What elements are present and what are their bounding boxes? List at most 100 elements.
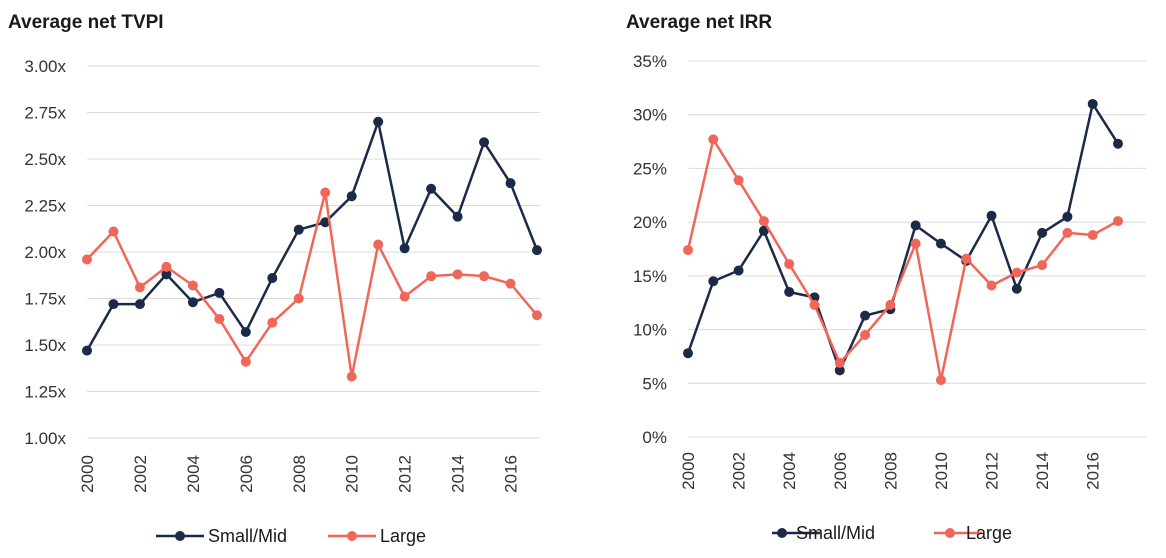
tvpi-point-large xyxy=(426,271,437,282)
tvpi-point-small-mid xyxy=(134,299,145,310)
irr-x-tick-label: 2010 xyxy=(932,452,951,490)
irr-point-large xyxy=(809,299,820,310)
irr-x-tick-label: 2006 xyxy=(831,452,850,490)
irr-point-large xyxy=(860,329,871,340)
legend-label-large: Large xyxy=(966,523,1012,543)
irr-point-large xyxy=(708,134,719,145)
tvpi-chart-title: Average net TVPI xyxy=(8,12,164,33)
tvpi-y-tick-label: 1.25x xyxy=(24,383,66,402)
irr-x-tick-label: 2004 xyxy=(780,452,799,490)
tvpi-point-large xyxy=(187,280,198,291)
irr-x-tick-label: 2012 xyxy=(983,452,1002,490)
tvpi-point-small-mid xyxy=(214,287,225,298)
irr-point-large xyxy=(1037,260,1048,271)
tvpi-chart: Average net TVPI 1.00x 1.25x 1.50x 1.75x 2.0… xyxy=(8,12,542,546)
legend-label-large: Large xyxy=(380,526,426,546)
irr-y-tick-label: 30% xyxy=(633,106,667,125)
irr-point-large xyxy=(1011,267,1022,278)
tvpi-y-tick-label: 2.25x xyxy=(24,197,66,216)
tvpi-point-small-mid xyxy=(505,178,516,189)
tvpi-series-line-small-mid xyxy=(85,120,539,352)
tvpi-point-large xyxy=(240,356,251,367)
irr-chart-title: Average net IRR xyxy=(626,12,772,33)
irr-y-tick-label: 35% xyxy=(633,52,667,71)
tvpi-y-tick-label: 2.00x xyxy=(24,243,66,262)
irr-series-line-small-mid xyxy=(686,102,1120,372)
irr-point-small-mid xyxy=(860,310,871,321)
tvpi-x-tick-label: 2014 xyxy=(449,455,468,493)
tvpi-point-small-mid xyxy=(293,224,304,235)
tvpi-point-small-mid xyxy=(161,269,172,280)
irr-point-small-mid xyxy=(834,365,845,376)
tvpi-point-small-mid xyxy=(82,345,92,356)
irr-point-large xyxy=(1087,230,1098,241)
tvpi-x-tick-label: 2002 xyxy=(131,455,150,493)
legend-label-small-mid: Small/Mid xyxy=(208,526,287,546)
tvpi-point-small-mid xyxy=(426,183,437,194)
legend-label-small-mid: Small/Mid xyxy=(796,523,875,543)
irr-point-large xyxy=(885,299,896,310)
irr-point-small-mid xyxy=(1113,138,1123,149)
tvpi-series-line-large xyxy=(86,191,538,378)
irr-x-tick-label: 2014 xyxy=(1033,452,1052,490)
irr-y-tick-label: 10% xyxy=(633,321,667,340)
irr-point-large xyxy=(910,238,921,249)
tvpi-x-tick-label: 2008 xyxy=(290,455,309,493)
tvpi-x-tick-label: 2006 xyxy=(237,455,256,493)
irr-point-small-mid xyxy=(758,225,769,236)
tvpi-x-tick-label: 2004 xyxy=(184,455,203,493)
tvpi-point-small-mid xyxy=(479,137,490,148)
tvpi-point-large xyxy=(399,291,410,302)
tvpi-point-large xyxy=(108,226,119,237)
irr-point-small-mid xyxy=(935,238,946,249)
irr-point-large xyxy=(961,253,972,264)
irr-chart: Average net IRR 0% 5% 10% 15% 20% 25% 30% 35% 2… xyxy=(626,12,1146,543)
tvpi-point-small-mid xyxy=(346,191,357,202)
legend-marker-large xyxy=(347,531,357,541)
tvpi-x-tick-label: 2000 xyxy=(78,455,97,493)
irr-point-large xyxy=(683,245,693,256)
irr-point-small-mid xyxy=(784,286,795,297)
tvpi-point-small-mid xyxy=(399,243,410,254)
irr-point-small-mid xyxy=(986,210,997,221)
tvpi-point-large xyxy=(161,261,172,272)
tvpi-point-small-mid xyxy=(240,326,251,337)
tvpi-x-tick-label: 2016 xyxy=(502,455,521,493)
irr-point-small-mid xyxy=(1011,283,1022,294)
tvpi-y-tick-label: 1.75x xyxy=(24,290,66,309)
irr-point-large xyxy=(834,357,845,368)
irr-point-small-mid xyxy=(1087,98,1098,109)
tvpi-y-tick-label: 2.50x xyxy=(24,150,66,169)
tvpi-point-small-mid xyxy=(532,245,542,256)
tvpi-point-large xyxy=(479,271,490,282)
tvpi-point-large xyxy=(82,254,92,265)
irr-y-tick-label: 15% xyxy=(633,267,667,286)
irr-series-line-large xyxy=(686,138,1119,382)
legend-marker-small-mid xyxy=(175,531,185,541)
irr-x-tick-label: 2008 xyxy=(881,452,900,490)
tvpi-x-tick-label: 2010 xyxy=(343,455,362,493)
irr-y-tick-label: 0% xyxy=(642,428,667,447)
irr-point-large xyxy=(758,216,769,227)
irr-legend: Small/Mid Large xyxy=(772,523,1012,543)
tvpi-point-large xyxy=(452,269,463,280)
irr-point-large xyxy=(733,175,744,186)
tvpi-point-small-mid xyxy=(267,273,278,284)
tvpi-point-large xyxy=(267,317,278,328)
irr-point-small-mid xyxy=(733,265,744,276)
irr-x-tick-label: 2016 xyxy=(1084,452,1103,490)
tvpi-point-small-mid xyxy=(320,217,331,228)
irr-point-small-mid xyxy=(1037,227,1048,238)
irr-y-tick-label: 5% xyxy=(642,374,667,393)
tvpi-point-large xyxy=(320,187,331,198)
irr-point-large xyxy=(935,375,946,386)
irr-point-small-mid xyxy=(708,276,719,287)
tvpi-x-tick-label: 2012 xyxy=(396,455,415,493)
irr-point-small-mid xyxy=(683,348,693,359)
tvpi-point-large xyxy=(134,282,145,293)
irr-point-large xyxy=(784,259,795,270)
irr-y-tick-label: 25% xyxy=(633,159,667,178)
irr-y-tick-label: 20% xyxy=(633,213,667,232)
tvpi-point-large xyxy=(214,313,225,324)
